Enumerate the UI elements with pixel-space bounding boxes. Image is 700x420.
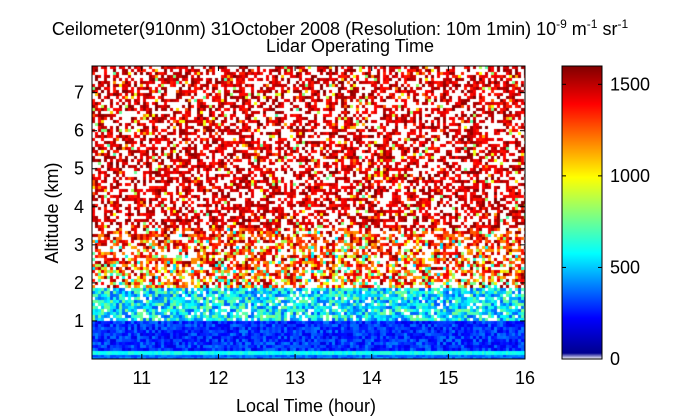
- y-tick-label: 5: [74, 159, 84, 179]
- y-tick-label: 7: [74, 83, 84, 103]
- chart-subtitle: Lidar Operating Time: [265, 36, 435, 56]
- chart-title: Ceilometer(910nm) 31October 2008 (Resolu…: [51, 17, 629, 39]
- x-tick-label: 14: [362, 368, 382, 388]
- heatmap-cells: [92, 66, 525, 359]
- y-tick-label: 6: [74, 121, 84, 141]
- plot-frame: [91, 65, 526, 360]
- x-axis-label: Local Time (hour): [236, 396, 376, 416]
- y-tick-label: 2: [74, 273, 84, 293]
- x-tick-label: 15: [438, 368, 458, 388]
- colorbar-tick-label: 1000: [610, 166, 650, 186]
- y-axis-label: Altitude (km): [42, 162, 62, 263]
- colorbar-tick-label: 0: [610, 349, 620, 369]
- colorbar-tick-label: 500: [610, 257, 640, 277]
- x-tick-label: 12: [208, 368, 228, 388]
- x-tick-label: 13: [285, 368, 305, 388]
- y-tick-label: 3: [74, 235, 84, 255]
- y-tick-label: 1: [74, 311, 84, 331]
- colorbar-tick-label: 1500: [610, 74, 650, 94]
- colorbar: [561, 65, 603, 360]
- y-tick-label: 4: [74, 197, 84, 217]
- x-tick-label: 16: [515, 368, 535, 388]
- x-tick-label: 11: [132, 368, 151, 388]
